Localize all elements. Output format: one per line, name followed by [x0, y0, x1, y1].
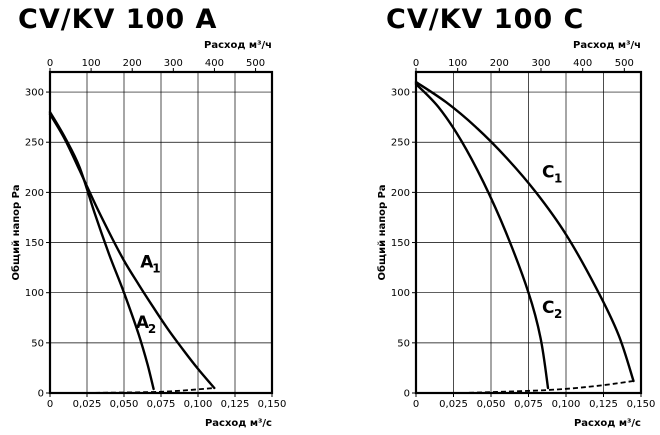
- fan-curve-c2: [414, 82, 550, 390]
- system-curve-dashed: [86, 387, 215, 394]
- x-tick-label: 0,150: [627, 399, 656, 410]
- x-tick-label: 0,125: [589, 399, 618, 410]
- series-label: C: [542, 298, 554, 318]
- y-tick-label: 50: [31, 338, 44, 349]
- x-tick-label: 0,050: [110, 399, 139, 410]
- x2-axis-label: Расход м³/ч: [573, 40, 641, 51]
- y-tick-label: 200: [391, 188, 410, 199]
- fan-curve-a1: [48, 112, 216, 390]
- x-tick-label: 0,025: [73, 399, 102, 410]
- plot-frame: [414, 70, 643, 395]
- y-tick-label: 150: [25, 238, 44, 249]
- x2-tick-label: 200: [123, 58, 142, 69]
- y-axis-label: Общий напор Pa: [376, 185, 388, 281]
- y-tick-label: 300: [391, 88, 410, 99]
- series-label: A: [140, 253, 154, 273]
- x-tick-label: 0: [413, 399, 419, 410]
- x-tick-label: 0: [47, 399, 53, 410]
- chart-title: CV/KV 100 C: [386, 4, 584, 35]
- fan-curve-c1: [414, 80, 635, 383]
- y-axis-label: Общий напор Pa: [10, 185, 22, 281]
- y-tick-label: 50: [397, 338, 410, 349]
- x-axis-label: Расход м³/с: [205, 418, 272, 429]
- x-tick-label: 0,075: [147, 399, 176, 410]
- y-tick-label: 0: [38, 389, 44, 400]
- series-label-subscript: 2: [554, 307, 562, 321]
- series-label-subscript: 1: [554, 171, 562, 185]
- y-tick-label: 0: [404, 389, 410, 400]
- x-axis-label: Расход м³/с: [574, 418, 641, 429]
- x-tick-label: 0,050: [477, 399, 506, 410]
- x-tick-label: 0,125: [221, 399, 250, 410]
- x-tick-label: 0,100: [552, 399, 581, 410]
- x2-tick-label: 400: [205, 58, 224, 69]
- x2-tick-label: 300: [531, 58, 550, 69]
- x-tick-label: 0,075: [514, 399, 543, 410]
- x2-tick-label: 200: [490, 58, 509, 69]
- chart-cv-kv-100-a: CV/KV 100 A 0 0,025 0,050 0,075 0,100 0,125 0,1…: [10, 4, 286, 429]
- series-label-subscript: 2: [148, 322, 156, 336]
- x-tick-label: 0,025: [439, 399, 468, 410]
- series-label: A: [136, 313, 150, 333]
- y-tick-label: 300: [25, 88, 44, 99]
- y-tick-label: 200: [25, 188, 44, 199]
- y-tick-label: 100: [25, 288, 44, 299]
- chart-cv-kv-100-c: CV/KV 100 C 0 0,025 0,050 0,075 0,100 0,125 0,1…: [376, 4, 655, 429]
- x-tick-label: 0,150: [258, 399, 287, 410]
- x2-tick-label: 100: [82, 58, 101, 69]
- x2-tick-label: 500: [246, 58, 265, 69]
- system-curve-dashed: [460, 380, 634, 394]
- x2-tick-label: 400: [573, 58, 592, 69]
- fan-curve-a2: [48, 110, 155, 391]
- y-tick-label: 250: [391, 138, 410, 149]
- x2-tick-label: 100: [448, 58, 467, 69]
- y-tick-label: 250: [25, 138, 44, 149]
- x2-axis-label: Расход м³/ч: [204, 40, 272, 51]
- y-tick-label: 100: [391, 288, 410, 299]
- x-tick-label: 0,100: [184, 399, 213, 410]
- chart-title: CV/KV 100 A: [18, 4, 217, 35]
- x2-tick-label: 0: [47, 58, 53, 69]
- series-label: C: [542, 162, 554, 182]
- x2-tick-label: 0: [413, 58, 419, 69]
- plot-frame: [48, 70, 274, 395]
- y-tick-label: 150: [391, 238, 410, 249]
- x2-tick-label: 500: [615, 58, 634, 69]
- x2-tick-label: 300: [164, 58, 183, 69]
- series-label-subscript: 1: [152, 262, 160, 276]
